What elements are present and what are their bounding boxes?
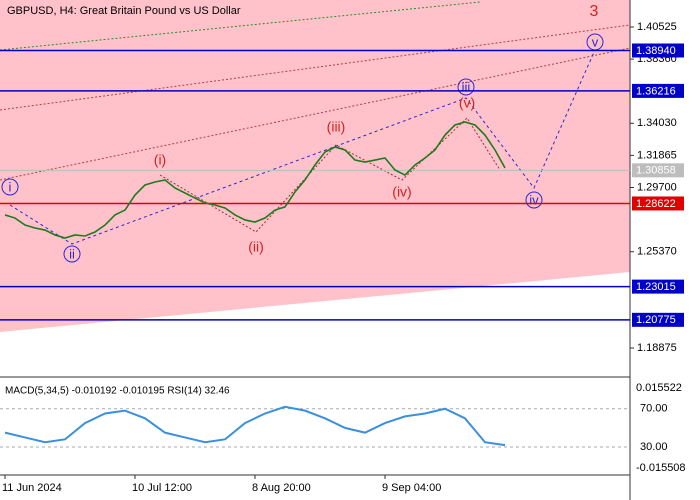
level-box	[632, 312, 684, 327]
y-tick-label: 1.18875	[637, 342, 677, 354]
y-tick-label: 1.34030	[637, 117, 677, 129]
wave-label: iii	[462, 79, 471, 94]
level-box	[632, 163, 684, 178]
level-box	[632, 83, 684, 98]
rsi-tick-label: 30.00	[640, 441, 668, 453]
wave-label: (v)	[459, 95, 475, 111]
x-tick-label: 9 Sep 04:00	[382, 482, 441, 494]
channel-line	[0, 47, 631, 181]
wave-path	[9, 49, 596, 245]
y-tick-label: 1.25370	[637, 246, 677, 258]
channel-line	[0, 1, 481, 51]
level-label: 1.36216	[636, 85, 676, 97]
wave-circle	[457, 78, 475, 96]
level-box	[632, 43, 684, 58]
wave-label: v	[592, 34, 599, 49]
rsi-line	[4, 405, 506, 447]
y-tick-label: 1.40525	[637, 21, 677, 33]
chart-title: GBPUSD, H4: Great Britain Pound vs US Do…	[7, 5, 241, 17]
wave-label: i	[9, 179, 12, 194]
wave-circle	[63, 245, 81, 263]
level-box	[632, 196, 684, 211]
wave-label: (i)	[154, 152, 166, 168]
wave-circle	[525, 191, 543, 209]
level-label: 1.20775	[636, 314, 676, 326]
level-label: 1.30858	[636, 165, 676, 177]
wave-path	[159, 117, 501, 233]
rsi-tick-label: 70.00	[640, 403, 668, 415]
x-tick-label: 8 Aug 20:00	[252, 482, 311, 494]
macd-tick-label: -0.015508	[636, 462, 686, 474]
macd-tick-label: 0.015522	[636, 382, 682, 394]
x-tick-label: 11 Jun 2024	[2, 482, 62, 494]
y-tick-label: 1.31865	[637, 149, 677, 161]
wave-label: (iii)	[327, 119, 346, 135]
indicator-label: MACD(5,34,5) -0.010192 -0.010195 RSI(14)…	[5, 386, 230, 397]
wave-circle	[1, 178, 19, 196]
channel-line	[0, 24, 631, 111]
wave-label: iv	[529, 192, 539, 207]
level-label: 1.38940	[636, 45, 676, 57]
y-tick-label: 1.29700	[637, 181, 677, 193]
wave-label: 3	[590, 3, 599, 20]
wave-label: (ii)	[248, 239, 264, 255]
price-line	[4, 121, 506, 239]
wave-label: (iv)	[392, 184, 411, 200]
x-tick-label: 10 Jul 12:00	[132, 482, 192, 494]
level-label: 1.28622	[636, 198, 676, 210]
level-label: 1.23015	[636, 281, 676, 293]
level-box	[632, 279, 684, 294]
wave-label: ii	[69, 246, 75, 261]
